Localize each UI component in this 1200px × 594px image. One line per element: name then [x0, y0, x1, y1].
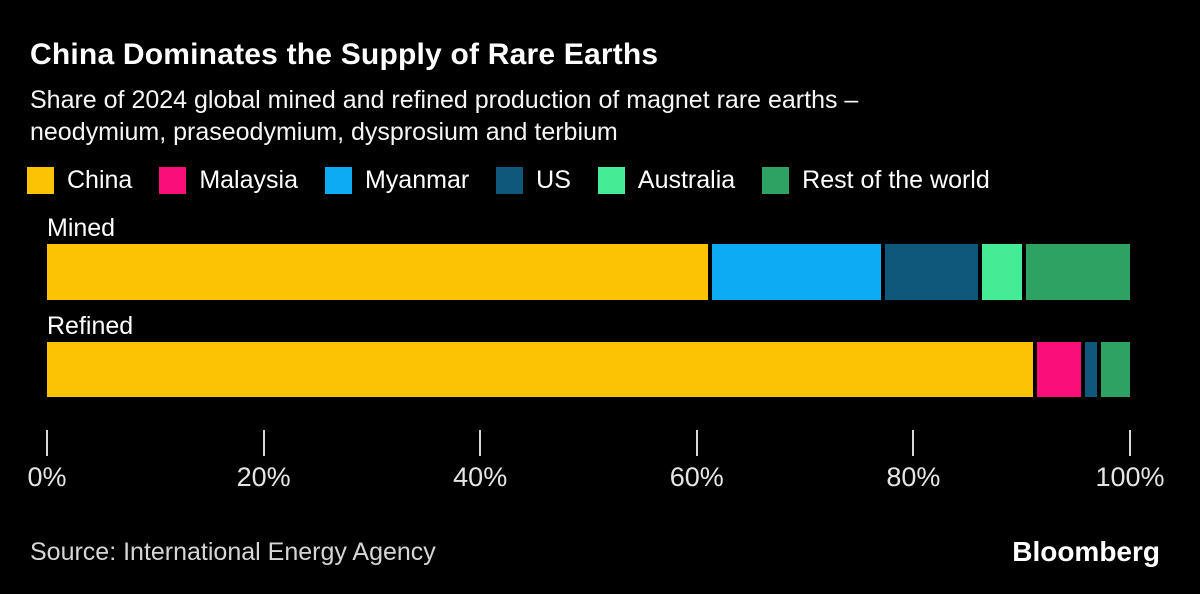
legend-swatch-malaysia	[159, 166, 187, 194]
row-label-refined: Refined	[47, 312, 134, 340]
bar-mined	[47, 244, 1130, 300]
bar-segment-mined-us	[880, 244, 979, 300]
legend-item-rest-of-the-world: Rest of the world	[762, 166, 990, 195]
legend-item-malaysia: Malaysia	[159, 166, 298, 195]
legend-item-myanmar: Myanmar	[324, 165, 470, 195]
chart-subtitle-line-2: neodymium, praseodymium, dysprosium and …	[30, 118, 618, 146]
legend-swatch-myanmar	[324, 166, 352, 194]
axis-tick-mark	[1129, 430, 1131, 456]
bar-refined	[47, 342, 1130, 397]
bar-segment-refined-china	[47, 342, 1033, 397]
bar-segment-refined-us	[1081, 342, 1098, 397]
axis-tick-mark	[262, 430, 265, 456]
bar-segment-mined-rest-of-the-world	[1021, 244, 1130, 300]
axis-tick-mark	[46, 430, 48, 456]
bar-segment-refined-malaysia	[1032, 342, 1082, 397]
legend-label: Myanmar	[364, 165, 470, 194]
legend-swatch-australia	[597, 166, 625, 194]
legend-label: Australia	[637, 165, 736, 194]
axis-tick-mark	[479, 430, 482, 456]
axis-tick-label: 60%	[669, 462, 724, 492]
bar-segment-mined-australia	[978, 244, 1022, 300]
legend: China Malaysia Myanmar US Australia Rest of t…	[27, 165, 990, 195]
legend-label: China	[67, 165, 133, 194]
bar-segment-mined-china	[47, 244, 708, 300]
legend-swatch-rest-of-the-world	[762, 166, 790, 194]
chart-subtitle-line-1: Share of 2024 global mined and refined p…	[30, 86, 859, 114]
chart-subtitle: Share of 2024 global mined and refined p…	[30, 84, 858, 148]
bar-segment-mined-myanmar	[707, 244, 881, 300]
axis-tick-label: 20%	[236, 462, 291, 492]
axis-tick-label: 0%	[27, 462, 67, 492]
axis-tick-mark	[695, 430, 698, 456]
axis-tick-label: 40%	[453, 462, 508, 492]
legend-label: US	[536, 165, 571, 194]
axis-tick-label: 80%	[886, 462, 941, 492]
legend-swatch-us	[496, 166, 524, 194]
legend-swatch-china	[27, 166, 54, 194]
legend-item-australia: Australia	[597, 165, 736, 195]
legend-item-us: US	[496, 166, 571, 195]
bloomberg-logo: Bloomberg	[1012, 536, 1160, 567]
legend-item-china: China	[27, 166, 132, 195]
x-axis: 0% 20% 40% 60% 80% 100%	[27, 430, 1165, 494]
source-text: Source: International Energy Agency	[30, 538, 436, 566]
row-label-mined: Mined	[47, 214, 116, 242]
bar-segment-refined-rest-of-the-world	[1097, 342, 1130, 397]
legend-label: Rest of the world	[802, 165, 990, 194]
chart-title: China Dominates the Supply of Rare Earth…	[30, 38, 659, 71]
axis-tick-label: 100%	[1095, 462, 1165, 492]
legend-label: Malaysia	[199, 165, 298, 194]
axis-tick-mark	[912, 430, 915, 456]
